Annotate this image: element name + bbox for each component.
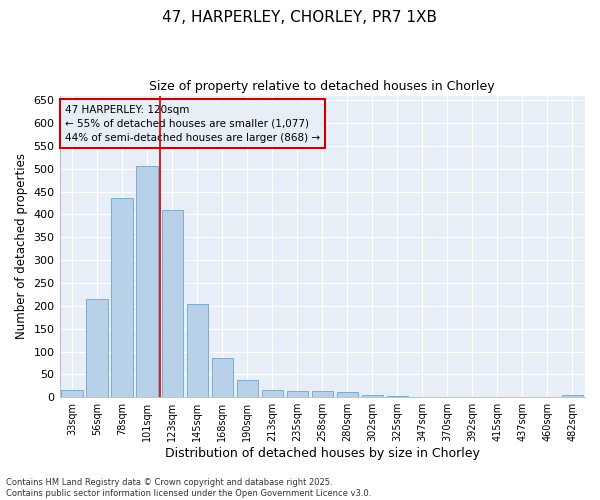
Bar (337, 392, 358, 397)
Bar (61, 390, 83, 397)
Bar (287, 391, 308, 397)
Bar (387, 396, 408, 397)
Text: Contains HM Land Registry data © Crown copyright and database right 2025.
Contai: Contains HM Land Registry data © Crown c… (6, 478, 371, 498)
Bar (362, 395, 383, 397)
Bar (112, 198, 133, 397)
Y-axis label: Number of detached properties: Number of detached properties (15, 154, 28, 340)
Bar (236, 380, 258, 397)
Title: Size of property relative to detached houses in Chorley: Size of property relative to detached ho… (149, 80, 495, 93)
Bar (311, 391, 333, 397)
Bar (136, 166, 158, 397)
Bar (187, 304, 208, 397)
Bar (262, 390, 283, 397)
Text: 47, HARPERLEY, CHORLEY, PR7 1XB: 47, HARPERLEY, CHORLEY, PR7 1XB (163, 10, 437, 25)
X-axis label: Distribution of detached houses by size in Chorley: Distribution of detached houses by size … (165, 447, 480, 460)
Bar (86, 299, 108, 397)
Bar (212, 358, 233, 397)
Bar (562, 396, 583, 397)
Bar (161, 210, 183, 397)
Text: 47 HARPERLEY: 120sqm
← 55% of detached houses are smaller (1,077)
44% of semi-de: 47 HARPERLEY: 120sqm ← 55% of detached h… (65, 104, 320, 142)
